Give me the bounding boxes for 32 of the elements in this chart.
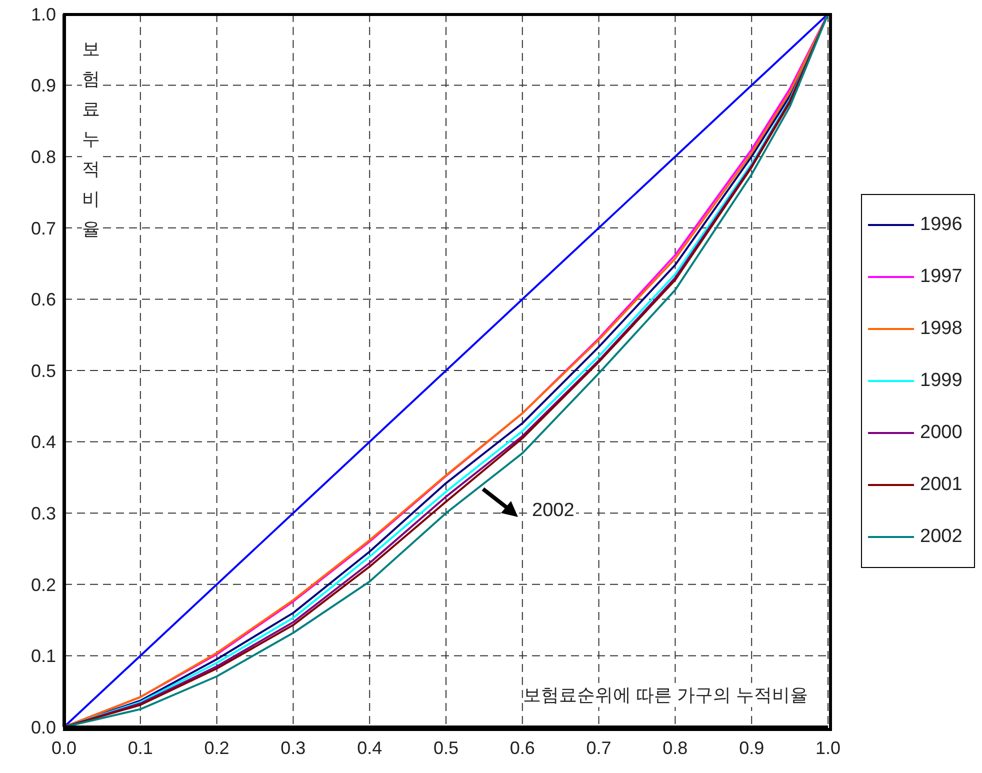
legend-label: 2000 [920,422,962,444]
x-tick-label: 0.9 [739,738,764,758]
y-tick-label: 0.6 [30,290,56,310]
x-tick-label: 0.7 [586,738,612,758]
x-axis-title: 보험료순위에 따른 가구의 누적비율 [522,683,808,707]
x-tick-label: 1.0 [815,738,841,758]
y-tick-label: 0.1 [30,646,56,666]
y-tick-label: 0.2 [30,574,56,595]
legend-label: 1999 [920,370,962,392]
legend-label: 1998 [920,318,962,340]
y-tick-label: 0.5 [30,360,56,381]
x-tick-label: 0.1 [128,738,153,758]
y-axis-title: 보험료누적비율 [82,34,100,244]
y-tick-label: 0.3 [30,503,56,524]
y-tick-label: 0.7 [30,218,56,238]
y-tick-label: 0.4 [30,432,56,452]
legend-label: 2002 [920,526,962,548]
y-tick-label: 0.8 [30,146,56,167]
y-tick-label: 1.0 [30,4,56,24]
y-tick-label: 0.0 [30,717,56,738]
annotation: 2002 [530,500,576,522]
x-tick-label: 0.6 [510,738,535,758]
x-tick-label: 0.5 [433,738,459,758]
x-tick-label: 0.4 [357,738,382,758]
legend-label: 2001 [920,474,962,496]
legend-label: 1997 [920,266,962,288]
x-tick-label: 0.0 [51,738,77,758]
y-tick-label: 0.9 [30,76,56,96]
legend-label: 1996 [920,214,962,236]
x-tick-label: 0.2 [204,738,230,758]
x-tick-label: 0.3 [280,738,306,758]
x-tick-label: 0.8 [662,738,688,758]
